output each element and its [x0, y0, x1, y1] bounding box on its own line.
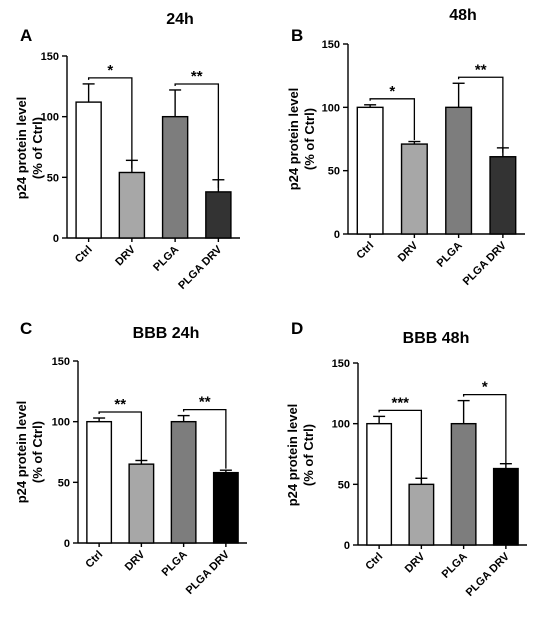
y-axis-label: p24 protein level: [286, 88, 301, 191]
bar: [75, 101, 102, 239]
y-tick-label: 50: [338, 479, 350, 491]
y-axis-label-units: (% of Ctrl): [30, 421, 45, 483]
y-tick-label: 100: [322, 102, 340, 114]
bar: [118, 171, 146, 239]
bar: [450, 422, 477, 546]
y-tick-label: 100: [52, 417, 70, 429]
x-tick-label: PLGA: [440, 551, 470, 581]
significance-label: **: [199, 394, 211, 411]
significance-label: **: [114, 396, 126, 413]
bar: [161, 115, 189, 239]
x-tick-label: DRV: [123, 548, 148, 573]
x-tick-label: DRV: [403, 550, 428, 575]
y-tick-label: 50: [47, 172, 59, 184]
significance-label: *: [482, 379, 488, 396]
x-tick-label: Ctrl: [363, 551, 385, 573]
bar: [212, 471, 239, 544]
significance-bracket: [87, 77, 133, 169]
panel-b: B 48h p24 protein level (% of Ctrl) 0 50 100 15…: [286, 7, 525, 288]
y-tick-label: 150: [52, 356, 70, 368]
x-tick-label: PLGA DRV: [176, 243, 225, 292]
significance-bracket: [462, 393, 507, 465]
significance-label: **: [475, 61, 487, 78]
bar: [356, 106, 384, 235]
y-axis-label: p24 protein level: [14, 401, 29, 504]
bar: [86, 420, 113, 544]
bar: [128, 463, 155, 544]
bar: [170, 420, 197, 544]
x-tick-label: DRV: [396, 239, 421, 264]
panel-letter: D: [291, 319, 303, 338]
x-tick-label: Ctrl: [354, 240, 376, 262]
significance-bracket: [457, 76, 504, 153]
significance-bracket: [182, 408, 227, 469]
panel-a: A 24h p24 protein level (% of Ctrl) 0 50 100 15…: [14, 11, 240, 292]
bar: [489, 156, 517, 235]
y-tick-label: 0: [334, 229, 340, 241]
chart-title: BBB 24h: [133, 325, 200, 342]
chart-title: BBB 48h: [403, 330, 470, 347]
significance-label: *: [107, 62, 113, 79]
y-tick-label: 0: [344, 540, 350, 552]
significance-label: **: [191, 68, 203, 85]
y-tick-label: 150: [41, 51, 59, 63]
bar: [400, 143, 428, 235]
significance-bracket: [369, 98, 416, 141]
y-axis-label: p24 protein level: [14, 97, 29, 200]
significance-bracket: [174, 83, 220, 188]
significance-label: *: [389, 83, 395, 100]
x-tick-label: PLGA: [160, 549, 190, 579]
y-axis-label: p24 protein level: [285, 404, 300, 507]
y-tick-label: 0: [64, 538, 70, 550]
y-tick-label: 100: [332, 419, 350, 431]
panel-letter: C: [20, 319, 32, 338]
x-tick-label: Ctrl: [73, 244, 95, 266]
bar: [366, 422, 393, 546]
y-axis-label-units: (% of Ctrl): [301, 424, 316, 486]
panel-letter: A: [20, 26, 32, 45]
y-tick-label: 150: [322, 39, 340, 51]
significance-label: ***: [391, 394, 409, 411]
x-tick-label: PLGA DRV: [461, 239, 510, 288]
y-tick-label: 150: [332, 358, 350, 370]
significance-bracket: [378, 409, 423, 481]
bar: [205, 191, 232, 239]
y-axis-label-units: (% of Ctrl): [30, 117, 45, 179]
y-tick-label: 50: [328, 166, 340, 178]
x-tick-label: Ctrl: [83, 549, 105, 571]
panel-d: D BBB 48h p24 protein level (% of Ctrl) 0 50 1…: [285, 319, 527, 599]
y-tick-label: 50: [58, 477, 70, 489]
x-tick-label: PLGA: [151, 244, 181, 274]
bar: [445, 106, 473, 235]
x-tick-label: PLGA DRV: [184, 548, 233, 597]
chart-title: 48h: [449, 7, 477, 24]
x-tick-label: PLGA DRV: [464, 550, 513, 599]
chart-title: 24h: [166, 11, 194, 28]
bar: [492, 467, 519, 546]
significance-bracket: [98, 411, 143, 461]
x-tick-label: PLGA: [435, 240, 465, 270]
y-tick-label: 0: [53, 233, 59, 245]
x-tick-label: DRV: [113, 243, 138, 268]
bar: [408, 483, 435, 546]
y-tick-label: 100: [41, 112, 59, 124]
panel-letter: B: [291, 26, 303, 45]
panel-c: C BBB 24h p24 protein level (% of Ctrl) 0 50 1…: [14, 319, 247, 597]
y-axis-label-units: (% of Ctrl): [302, 108, 317, 170]
